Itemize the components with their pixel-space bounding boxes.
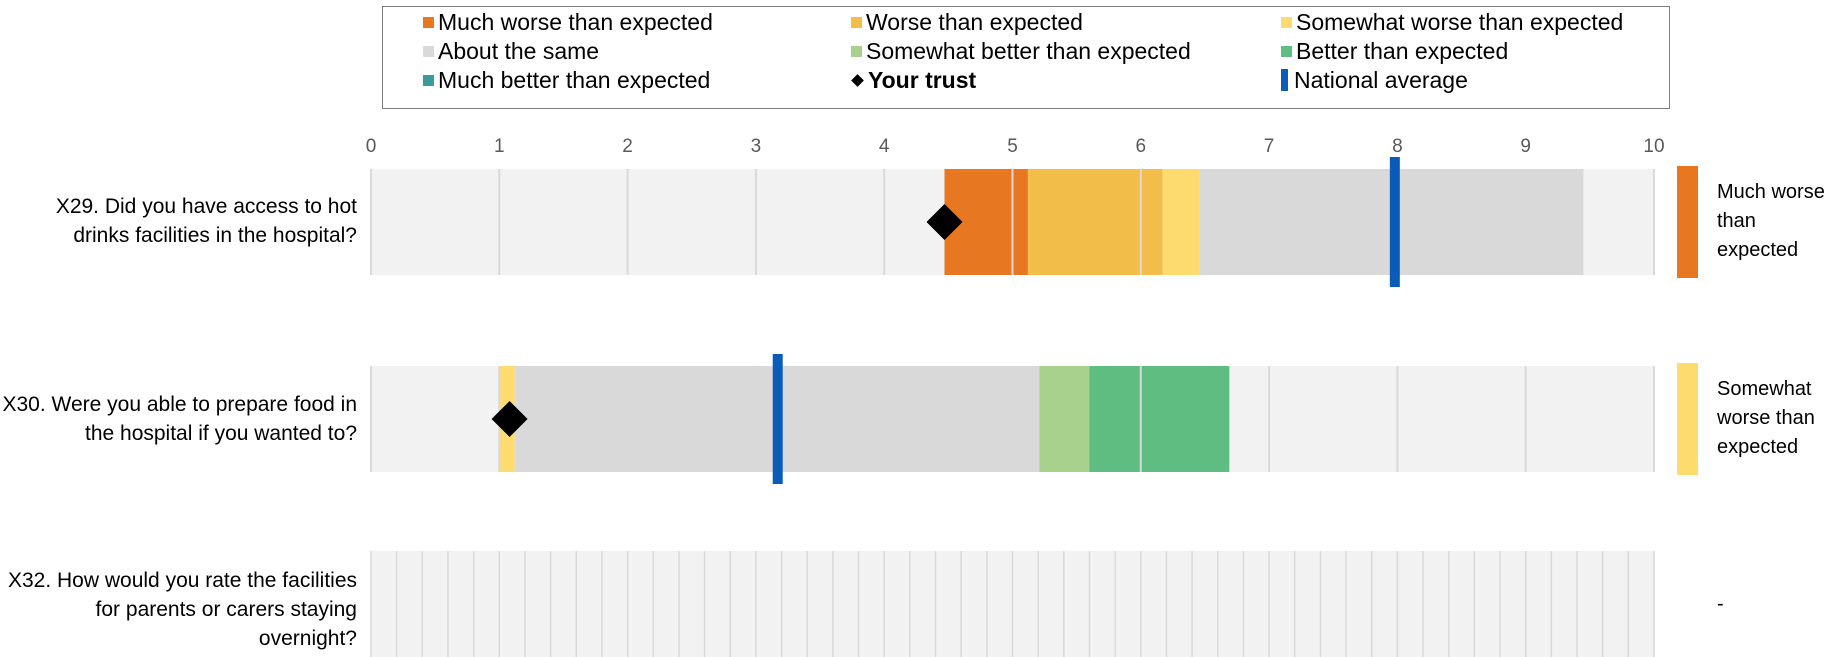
legend-item: National average [1281, 66, 1468, 94]
x-tick-label: 1 [494, 136, 505, 157]
x-tick-label: 3 [751, 136, 762, 157]
x-tick-label: 0 [366, 136, 377, 157]
result-label: Much worse than expected [1717, 181, 1825, 261]
question-label: X30. Were you able to prepare food in th… [2, 393, 357, 445]
legend-item: Much better than expected [423, 66, 710, 94]
legend-swatch [423, 45, 434, 57]
legend-item: Better than expected [1281, 37, 1508, 65]
legend-label: Much worse than expected [438, 9, 713, 35]
legend-swatch [851, 16, 862, 28]
legend-label: About the same [438, 38, 600, 64]
legend-item: Much worse than expected [423, 8, 713, 36]
legend-item: Worse than expected [851, 8, 1083, 36]
x-tick-label: 9 [1520, 136, 1531, 157]
x-tick-label: 2 [622, 136, 633, 157]
x-tick-label: 10 [1643, 136, 1664, 157]
band-segment [1162, 169, 1200, 275]
x-tick-label: 6 [1136, 136, 1147, 157]
national-average-bar-icon [1281, 69, 1288, 91]
legend-label: Much better than expected [438, 67, 711, 93]
band-segment [1089, 366, 1230, 472]
legend-label: Better than expected [1296, 38, 1509, 64]
band-segment [1027, 169, 1163, 275]
trust-score-marker [491, 401, 528, 437]
result-label: Somewhat worse than expected [1717, 378, 1815, 458]
legend-swatch [423, 16, 434, 28]
chart-legend: Much worse than expected Worse than expec… [382, 6, 1670, 109]
legend-swatch [1281, 45, 1292, 57]
legend-label: Worse than expected [866, 9, 1083, 35]
legend-label: Somewhat better than expected [866, 38, 1191, 64]
result-swatch [1677, 363, 1698, 475]
question-label: X32. How would you rate the facilities f… [7, 569, 357, 650]
legend-item: Your trust [851, 66, 976, 94]
x-tick-label: 4 [879, 136, 890, 157]
trust-score-marker [926, 204, 963, 240]
legend-item: About the same [423, 37, 599, 65]
legend-label: National average [1294, 67, 1468, 93]
x-tick-label: 5 [1007, 136, 1018, 157]
legend-label: Somewhat worse than expected [1296, 9, 1624, 35]
result-label: - [1717, 593, 1724, 615]
legend-swatch [851, 45, 862, 57]
legend-item: Somewhat better than expected [851, 37, 1191, 65]
legend-label: Your trust [868, 67, 977, 93]
result-swatch [1677, 166, 1698, 278]
legend-item: Somewhat worse than expected [1281, 8, 1623, 36]
x-tick-label: 7 [1264, 136, 1275, 157]
national-average-marker [1389, 157, 1400, 287]
national-average-marker [772, 354, 783, 484]
legend-swatch [1281, 16, 1292, 28]
legend-swatch [423, 74, 434, 86]
band-segment [1039, 366, 1090, 472]
question-label: X29. Did you have access to hot drinks f… [55, 195, 357, 247]
x-tick-label: 8 [1392, 136, 1403, 157]
